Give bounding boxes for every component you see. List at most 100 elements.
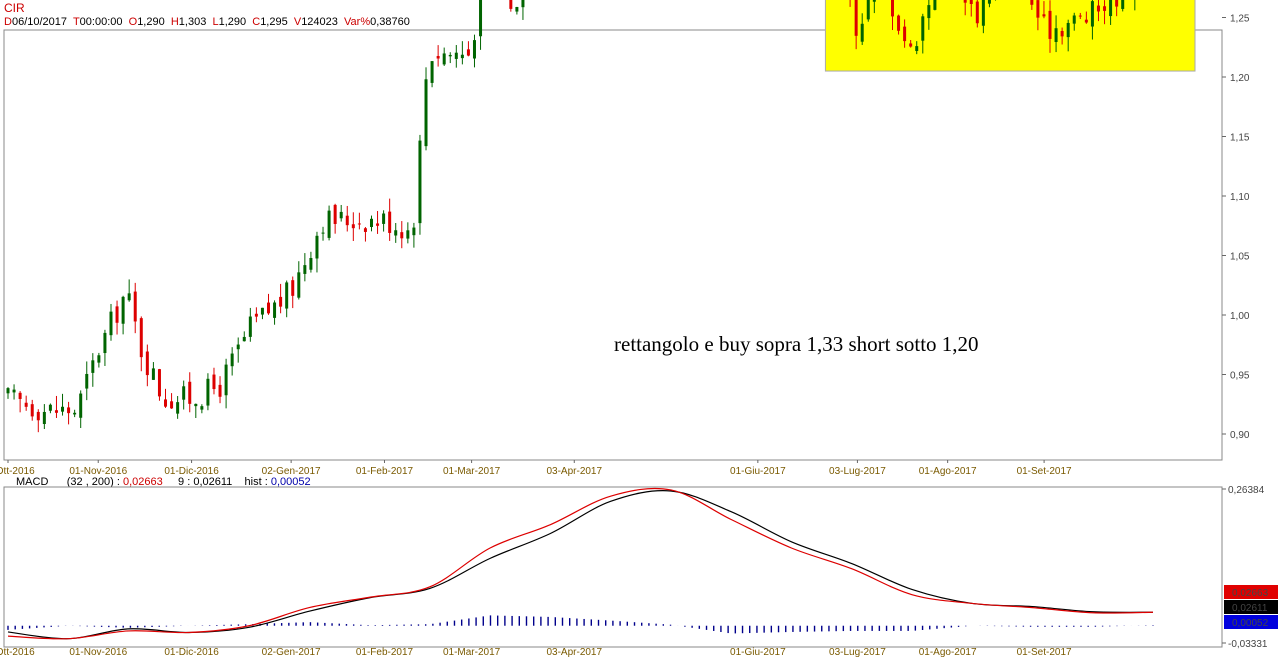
candle-body <box>1090 1 1094 27</box>
candle-body <box>448 54 452 57</box>
candle-body <box>24 402 28 407</box>
price-y-tick-label: 1,25 <box>1230 14 1250 25</box>
macd-x-tick-label: 01-Set-2017 <box>1017 647 1072 658</box>
signal-value-badge <box>1224 600 1278 614</box>
candle-body <box>472 40 476 59</box>
volume-value: 124023 <box>301 16 338 28</box>
time-key: T <box>72 16 80 28</box>
candle-body <box>1048 10 1052 39</box>
price-x-tick-label: 01-Dic-2016 <box>164 466 219 477</box>
candle-body <box>236 344 240 350</box>
price-x-tick-label: 01-Feb-2017 <box>356 466 414 477</box>
macd-x-tick-label: 01-Feb-2017 <box>356 647 414 658</box>
candle-body <box>91 360 95 373</box>
candle-body <box>224 364 228 396</box>
candle-body <box>267 302 271 314</box>
time-value: 00:00:00 <box>79 16 123 28</box>
candle-body <box>436 56 440 59</box>
price-x-tick-label: 03-Lug-2017 <box>829 466 886 477</box>
candle-body <box>103 332 107 354</box>
candle-body <box>969 0 973 5</box>
candle-body <box>297 272 301 298</box>
price-x-tick-label: 01-Ago-2017 <box>919 466 977 477</box>
macd-x-tick-label: 01-Giu-2017 <box>730 647 786 658</box>
candle-body <box>890 0 894 17</box>
candle-body <box>866 0 870 20</box>
candle-body <box>1115 0 1119 7</box>
price-y-tick-label: 1,00 <box>1230 311 1250 322</box>
candle-body <box>479 0 483 37</box>
candle-body <box>975 1 979 24</box>
candle-body <box>230 353 234 367</box>
candle-body <box>200 406 204 410</box>
macd-label: MACD <box>16 476 49 488</box>
candle-body <box>1078 15 1082 17</box>
candle-body <box>48 404 52 411</box>
candle-body <box>273 302 277 318</box>
candle-body <box>345 215 349 226</box>
price-y-tick-label: 1,10 <box>1230 192 1250 203</box>
candle-body <box>454 52 458 59</box>
ohlc-info-bar: D06/10/2017 T00:00:00 O1,290 H1,303 L1,2… <box>4 16 410 28</box>
signal-value: 0,02611 <box>193 476 233 488</box>
macd-y-tick-label: -0,03331 <box>1228 639 1268 650</box>
candle-body <box>248 316 252 337</box>
candle-body <box>1096 5 1100 12</box>
macd-panel-frame <box>3 486 1223 648</box>
candle-body <box>430 61 434 83</box>
candle-body <box>1103 6 1107 11</box>
candle-body <box>933 0 937 10</box>
candle-body <box>170 401 174 409</box>
macd-x-tick-label: 01-Mar-2017 <box>443 647 501 658</box>
price-x-tick-label: 03-Apr-2017 <box>546 466 602 477</box>
candle-body <box>1042 14 1046 17</box>
candle-body <box>1072 15 1076 24</box>
candle-body <box>327 210 331 238</box>
macd-y-tick-label: 0,26384 <box>1228 485 1265 496</box>
hist-value: 0,00052 <box>270 476 311 488</box>
candle-body <box>176 402 180 414</box>
var-key: Var% <box>344 16 371 28</box>
macd-x-tick-label: 03-Lug-2017 <box>829 647 886 658</box>
consolidation-rectangle <box>824 0 1196 72</box>
candle-body <box>357 223 361 225</box>
candle-body <box>860 23 864 42</box>
date-value: 06/10/2017 <box>11 16 68 28</box>
candle-body <box>382 213 386 224</box>
candle-body <box>460 54 464 59</box>
close-value: 1,295 <box>260 16 288 28</box>
candle-body <box>309 258 313 270</box>
candle-body <box>963 0 967 3</box>
high-key: H <box>170 16 179 28</box>
candle-body <box>242 336 246 342</box>
var-value: 0,38760 <box>370 16 410 28</box>
candle-body <box>1030 0 1034 5</box>
candle-body <box>218 384 222 397</box>
candle-body <box>133 291 137 322</box>
candle-body <box>97 355 101 363</box>
candle-body <box>61 406 65 412</box>
price-y-tick-label: 0,95 <box>1230 371 1250 382</box>
low-key: L <box>212 16 219 28</box>
candle-body <box>872 0 876 2</box>
price-x-tick-label: 01-Giu-2017 <box>730 466 786 477</box>
macd-params: (32 , 200) : <box>66 476 120 488</box>
candle-body <box>285 282 289 309</box>
candle-body <box>509 0 513 9</box>
candle-body <box>151 368 155 380</box>
hist-value-badge-label: 0,00052 <box>1232 618 1269 629</box>
candle-body <box>333 204 337 224</box>
macd-x-tick-label: 01-Dic-2016 <box>164 647 219 658</box>
chart-title: CIR <box>4 1 25 15</box>
price-y-tick-label: 0,90 <box>1230 430 1250 441</box>
candle-body <box>927 5 931 19</box>
candle-body <box>321 232 325 234</box>
candle-body <box>363 228 367 232</box>
candle-body <box>981 0 985 26</box>
candle-body <box>1054 28 1058 42</box>
signal-label: 9 : <box>178 476 191 488</box>
candle-body <box>67 407 71 414</box>
high-value: 1,303 <box>178 16 207 28</box>
candle-body <box>987 0 991 4</box>
